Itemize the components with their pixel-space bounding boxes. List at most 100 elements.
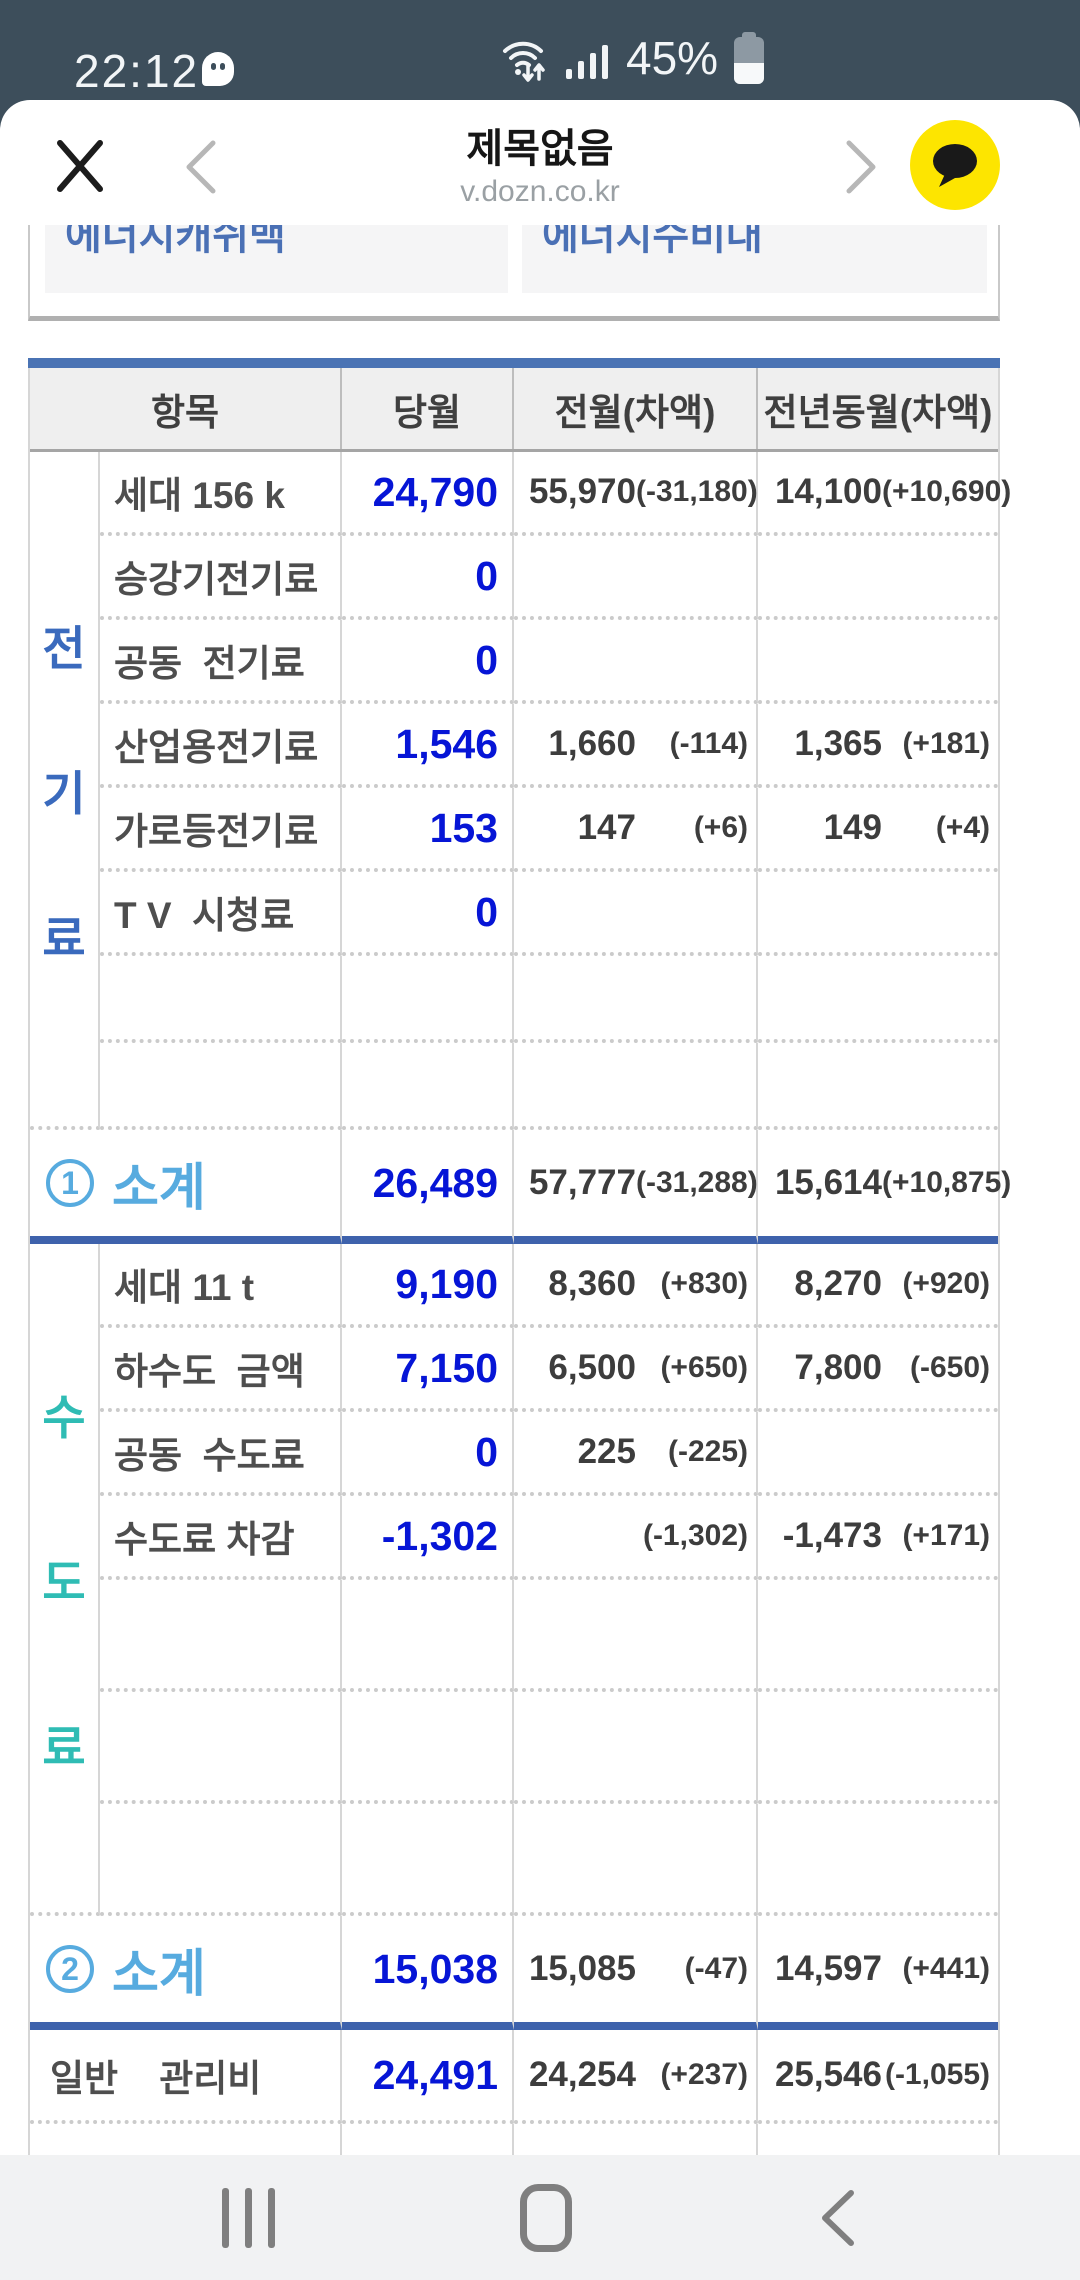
- chevron-left-icon: [183, 139, 219, 195]
- row-item-label: 세대 156 k: [100, 452, 342, 536]
- yoy-value: 14,100: [774, 472, 882, 511]
- cell-yoy: 7,800 (-650): [758, 1328, 998, 1412]
- prev-value: 55,970: [528, 472, 636, 511]
- subtotal-1-yoy: 15,614 (+10,875): [758, 1130, 1011, 1244]
- clipped-row-cell: [514, 2124, 758, 2155]
- chevron-right-icon: [843, 139, 879, 195]
- cell-yoy: [758, 872, 998, 956]
- cell-current: 0: [342, 872, 514, 956]
- status-icons: 45%: [498, 26, 765, 90]
- general-mgmt-yoy: 25,546 (-1,055): [758, 2030, 998, 2124]
- field-label: 에너지수비대: [542, 225, 763, 258]
- cell-current: 0: [342, 620, 514, 704]
- group-char: 전: [42, 621, 86, 675]
- home-button[interactable]: [519, 2183, 572, 2252]
- empty-cell: [514, 1043, 758, 1130]
- header-prev-month: 전월(차액): [514, 368, 758, 449]
- recents-button[interactable]: [221, 2187, 275, 2248]
- cell-yoy: [758, 536, 998, 620]
- energy-fields-section: 에너지캐쉬백 에너지수비대: [28, 225, 1000, 321]
- cell-prev: 1,660 (-114): [514, 704, 758, 788]
- group-char: 기: [42, 766, 86, 820]
- page-title-block: 제목없음 v.dozn.co.kr: [240, 126, 840, 210]
- empty-cell: [342, 1043, 514, 1130]
- cell-current: 0: [342, 536, 514, 620]
- cell-yoy: 1,365 (+181): [758, 704, 998, 788]
- row-item-label: T V 시청료: [100, 872, 342, 956]
- row-item-label: 하수도 금액: [100, 1328, 342, 1412]
- circled-number-icon: 1: [46, 1159, 94, 1207]
- empty-cell: [342, 1692, 514, 1804]
- cell-yoy: 149 (+4): [758, 788, 998, 872]
- header-item: 항목: [30, 368, 342, 449]
- row-item-label: 공동 전기료: [100, 620, 342, 704]
- cell-current: 9,190: [342, 1244, 514, 1328]
- table-top-border: [28, 358, 1000, 368]
- empty-cell: [514, 1580, 758, 1692]
- group-label-electricity: 전 기 료: [30, 452, 100, 1130]
- browser-back-button[interactable]: [178, 140, 224, 194]
- cell-current: 0: [342, 1412, 514, 1496]
- cell-prev: [514, 872, 758, 956]
- cell-current: 24,790: [342, 452, 514, 536]
- browser-header: 제목없음 v.dozn.co.kr: [0, 100, 1080, 225]
- nav-back-button[interactable]: [817, 2187, 859, 2249]
- browser-card: 제목없음 v.dozn.co.kr: [0, 100, 1080, 2155]
- cell-prev: [514, 536, 758, 620]
- empty-cell: [758, 1580, 998, 1692]
- empty-cell: [100, 1804, 342, 1916]
- table-body: 전 기 료 세대 156 k 24,790 55,970 (-31,180) 14…: [30, 452, 1011, 2155]
- cell-yoy: [758, 1412, 998, 1496]
- field-energy-subi[interactable]: 에너지수비대: [522, 225, 987, 293]
- row-item-label: 수도료 차감: [100, 1496, 342, 1580]
- speech-bubble-icon: [929, 140, 981, 190]
- cell-current: 1,546: [342, 704, 514, 788]
- empty-cell: [514, 956, 758, 1043]
- empty-cell: [758, 1043, 998, 1130]
- subtotal-1-current: 26,489: [342, 1130, 514, 1244]
- clipped-row-cell: [758, 2124, 998, 2155]
- cell-prev: (-1,302): [514, 1496, 758, 1580]
- recents-icon: [221, 2187, 229, 2248]
- header-yoy-month: 전년동월(차액): [763, 391, 993, 433]
- cell-prev: 6,500 (+650): [514, 1328, 758, 1412]
- cell-prev: 8,360 (+830): [514, 1244, 758, 1328]
- kakao-notification-icon: [202, 52, 234, 86]
- row-item-label: 공동 수도료: [100, 1412, 342, 1496]
- row-item-label: 승강기전기료: [100, 536, 342, 620]
- battery-icon: [734, 32, 765, 84]
- empty-cell: [100, 1043, 342, 1130]
- clock: 22:12: [74, 45, 200, 97]
- empty-cell: [342, 956, 514, 1043]
- page-url: v.dozn.co.kr: [460, 175, 620, 208]
- row-general-mgmt-label: 일반 관리비: [30, 2030, 342, 2124]
- empty-cell: [100, 956, 342, 1043]
- android-nav-bar: [0, 2155, 1080, 2280]
- field-energy-cashback[interactable]: 에너지캐쉬백: [45, 225, 508, 293]
- subtotal-2-yoy: 14,597 (+441): [758, 1916, 998, 2030]
- empty-cell: [758, 1692, 998, 1804]
- clipped-row-cell: [30, 2124, 342, 2155]
- kakao-share-button[interactable]: [910, 120, 1000, 210]
- empty-cell: [514, 1692, 758, 1804]
- close-button[interactable]: [50, 136, 110, 196]
- signal-strength-icon: [564, 35, 610, 81]
- empty-cell: [758, 956, 998, 1043]
- header-current-month: 당월: [342, 368, 514, 449]
- page-title: 제목없음: [466, 127, 614, 171]
- empty-cell: [514, 1804, 758, 1916]
- subtotal-2-current: 15,038: [342, 1916, 514, 2030]
- cell-prev: 225 (-225): [514, 1412, 758, 1496]
- general-mgmt-current: 24,491: [342, 2030, 514, 2124]
- group-char: 료: [42, 1720, 86, 1774]
- close-icon: [54, 138, 106, 194]
- row-item-label: 가로등전기료: [100, 788, 342, 872]
- browser-forward-button[interactable]: [838, 140, 884, 194]
- chevron-left-icon: [817, 2187, 859, 2249]
- battery-percent: 45%: [626, 32, 719, 84]
- empty-cell: [342, 1804, 514, 1916]
- cell-current: 153: [342, 788, 514, 872]
- cell-yoy: 8,270 (+920): [758, 1244, 998, 1328]
- empty-cell: [100, 1692, 342, 1804]
- subtotal-1-prev: 57,777 (-31,288): [514, 1130, 758, 1244]
